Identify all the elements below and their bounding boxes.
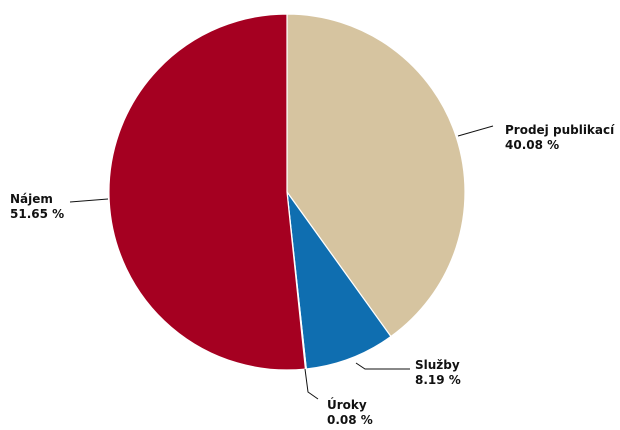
slice-value-label-3: 51.65 % bbox=[10, 207, 64, 221]
leader-line-3 bbox=[70, 199, 108, 202]
leader-line-1 bbox=[356, 363, 410, 369]
pie-slices bbox=[109, 14, 465, 370]
leader-line-2 bbox=[305, 369, 318, 399]
leader-line-0 bbox=[458, 126, 493, 136]
slice-label-3: Nájem bbox=[10, 192, 53, 206]
slice-label-1: Služby bbox=[415, 358, 460, 372]
slice-value-label-2: 0.08 % bbox=[327, 413, 373, 425]
slice-value-label-1: 8.19 % bbox=[415, 373, 461, 387]
slice-label-0: Prodej publikací bbox=[505, 123, 615, 137]
pie-slice-3 bbox=[109, 14, 305, 370]
slice-label-2: Úroky bbox=[327, 397, 367, 412]
slice-value-label-0: 40.08 % bbox=[505, 138, 559, 152]
